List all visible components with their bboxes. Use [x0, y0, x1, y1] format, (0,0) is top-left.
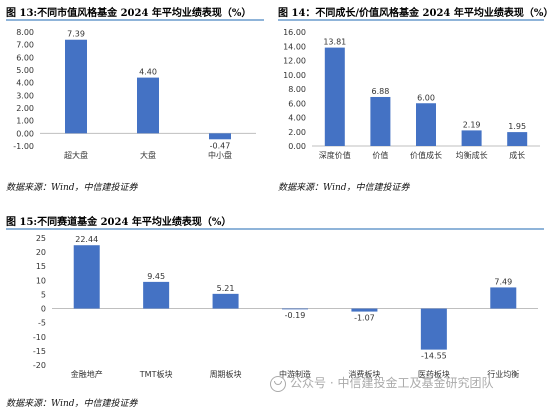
y-tick-label: 0.00: [288, 142, 306, 151]
data-label: 5.21: [217, 284, 235, 293]
y-tick-label: -15: [33, 347, 46, 356]
figure-15-title: 图 15:不同赛道基金 2024 年平均业绩表现（%）: [6, 217, 232, 228]
y-tick-label: 2.00: [16, 104, 34, 113]
y-tick-label: 12.00: [283, 57, 306, 66]
figure-14-rule: [278, 19, 544, 21]
data-label: 22.44: [75, 235, 98, 244]
y-tick-label: 0: [41, 305, 46, 314]
watermark: 公众号 · 中信建投金工及基金研究团队: [270, 374, 493, 392]
bar: [282, 308, 308, 310]
figure-13-rule: [6, 19, 264, 21]
y-tick-label: 8.00: [16, 28, 34, 37]
y-tick-label: 20: [36, 248, 46, 257]
y-tick-label: 8.00: [288, 85, 306, 94]
category-label: 中游制造: [279, 369, 311, 379]
y-tick-label: 15: [36, 262, 46, 271]
y-tick-label: 16.00: [283, 28, 306, 37]
data-label: 6.88: [371, 87, 389, 96]
bar: [137, 77, 159, 134]
bar: [351, 308, 378, 312]
bar: [212, 293, 239, 309]
y-tick-label: 2.00: [288, 128, 306, 137]
bar: [209, 133, 231, 140]
figure-14-title: 图 14：不同成长/价值风格基金 2024 年平均业绩表现（%）: [278, 8, 550, 19]
data-label: -1.07: [354, 314, 375, 323]
y-tick-label: 1.00: [16, 117, 34, 126]
bar: [420, 308, 447, 350]
bar: [416, 103, 436, 146]
data-label: 6.00: [417, 93, 435, 102]
data-label: -0.47: [210, 141, 231, 150]
bar: [73, 245, 100, 309]
y-tick-label: 25: [36, 234, 46, 243]
y-tick-label: 7.00: [16, 41, 34, 50]
bar: [143, 281, 170, 309]
category-label: 成长: [509, 150, 525, 160]
figure-14-source: 数据来源：Wind，中信建投证券: [278, 183, 410, 193]
figure-15-source: 数据来源：Wind，中信建投证券: [6, 399, 138, 409]
data-label: 9.45: [147, 272, 165, 281]
bar: [461, 130, 482, 146]
category-label: 中小盘: [208, 150, 232, 160]
category-label: 医药板块: [418, 369, 450, 379]
bar: [490, 287, 517, 309]
bar: [65, 39, 87, 134]
y-tick-label: -10: [33, 333, 46, 342]
figure-14-chart: 16.00 14.00 12.00 10.00 8.00 6.00 4.00 2.00 0.00…: [283, 28, 540, 160]
y-tick-label: 4.00: [288, 114, 306, 123]
y-tick-label: 14.00: [283, 42, 306, 51]
category-label: 均衡成长: [456, 150, 488, 160]
wechat-icon: [270, 375, 286, 392]
y-tick-label: 4.00: [16, 79, 34, 88]
y-tick-label: 5.00: [16, 66, 34, 75]
data-label: 7.39: [67, 30, 85, 39]
figure-15-chart: 25 20 15 10 5 0 -5 -10 -15 -20 22.44 金融地产 9.45 TMT板块 5…: [33, 234, 538, 379]
figure-13-chart: 8.00 7.00 6.00 5.00 4.00 3.00 2.00 1.00 0.00 -1.0…: [13, 28, 256, 160]
y-tick-label: -20: [33, 361, 46, 370]
data-label: 7.49: [494, 277, 512, 286]
category-label: 超大盘: [64, 150, 88, 160]
y-tick-label: 10: [36, 276, 46, 285]
data-label: 1.95: [508, 122, 526, 131]
watermark-text: 公众号 · 中信建投金工及基金研究团队: [290, 376, 494, 390]
category-label: 价值成长: [410, 150, 442, 160]
category-label: 消费板块: [348, 369, 380, 379]
figure-15-rule: [6, 228, 544, 230]
y-tick-label: 6.00: [288, 99, 306, 108]
data-label: 13.81: [323, 38, 346, 47]
category-label: TMT板块: [139, 369, 173, 379]
category-label: 周期板块: [210, 369, 242, 379]
data-label: -0.19: [285, 311, 306, 320]
category-label: 金融地产: [71, 369, 103, 379]
bar: [507, 132, 528, 146]
category-label: 深度价值: [319, 150, 351, 160]
y-tick-label: 0.00: [16, 129, 34, 138]
bar: [324, 47, 345, 146]
figure-13-source: 数据来源：Wind，中信建投证券: [6, 183, 138, 193]
data-label: -14.55: [421, 352, 447, 361]
y-tick-label: 5: [41, 290, 46, 299]
data-label: 2.19: [463, 120, 481, 129]
category-label: 价值: [372, 150, 388, 160]
category-label: 行业均衡: [487, 369, 519, 379]
bar: [370, 96, 391, 146]
y-tick-label: -5: [38, 319, 46, 328]
y-tick-label: 3.00: [16, 91, 34, 100]
category-label: 大盘: [140, 150, 156, 160]
figure-13-title: 图 13:不同市值风格基金 2024 年平均业绩表现（%）: [6, 8, 252, 19]
y-tick-label: 10.00: [283, 71, 306, 80]
y-tick-label: -1.00: [13, 142, 34, 151]
y-tick-label: 6.00: [16, 53, 34, 62]
data-label: 4.40: [139, 68, 157, 77]
